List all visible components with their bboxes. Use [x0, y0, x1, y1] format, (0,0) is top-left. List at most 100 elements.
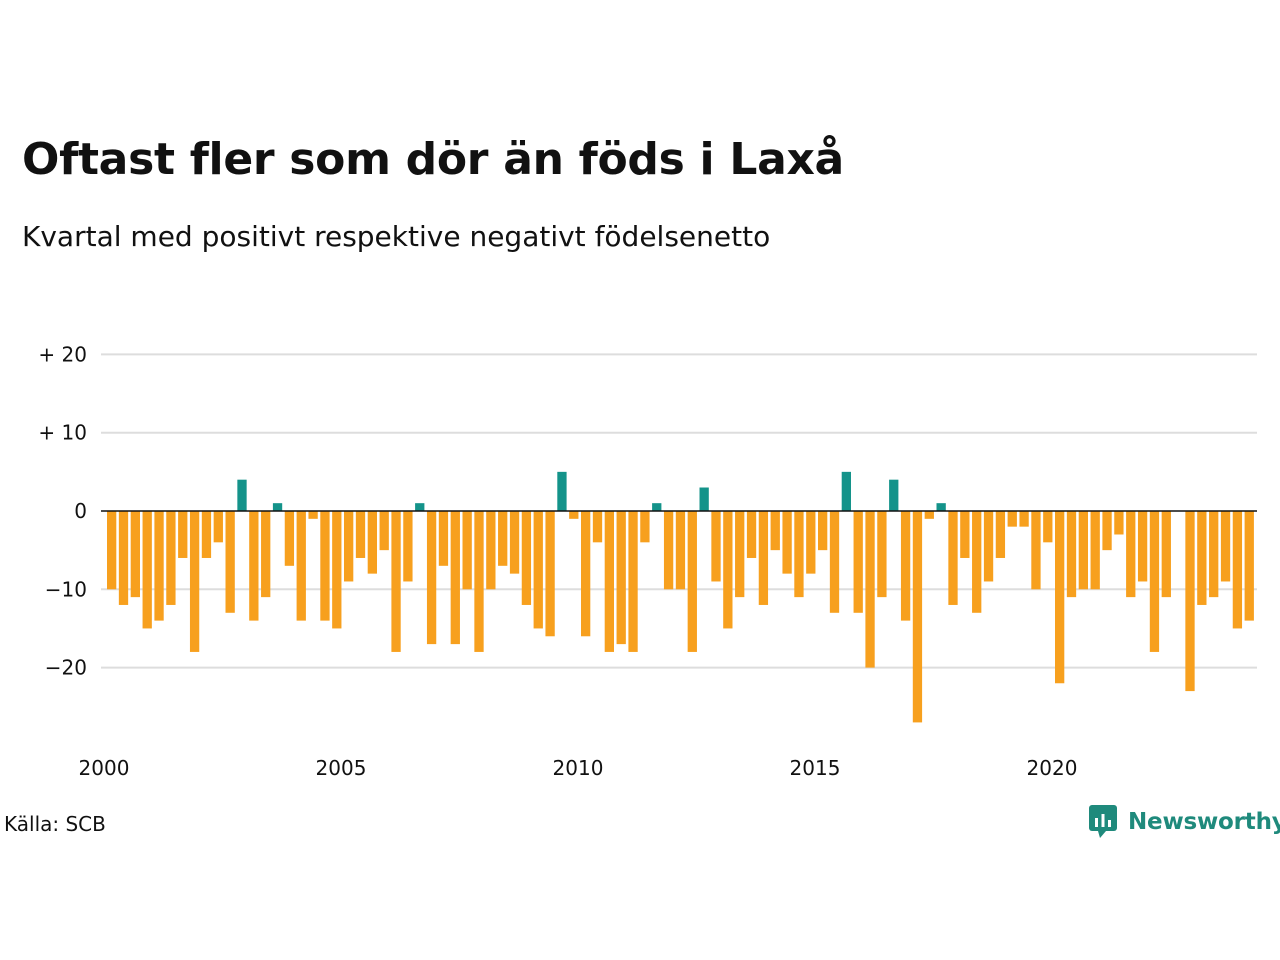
- bar-negative: [403, 511, 413, 582]
- bar-negative: [1197, 511, 1207, 605]
- bar-negative: [581, 511, 591, 637]
- bar-negative: [960, 511, 970, 558]
- x-tick-label: 2005: [316, 756, 367, 780]
- bar-negative: [877, 511, 887, 598]
- bar-negative: [107, 511, 117, 590]
- bar-negative: [687, 511, 697, 652]
- bar-negative: [735, 511, 745, 598]
- bar-negative: [1149, 511, 1160, 652]
- bar-negative: [663, 511, 674, 590]
- bar-negative: [616, 511, 626, 645]
- bar-negative: [912, 511, 923, 723]
- bar-negative: [320, 511, 330, 621]
- bar-negative: [592, 511, 603, 543]
- bar-negative: [1209, 511, 1219, 598]
- bar-negative: [1232, 511, 1243, 629]
- x-tick-label: 2020: [1027, 756, 1078, 780]
- bar-negative: [794, 511, 804, 598]
- bar-positive: [889, 479, 899, 511]
- bar-negative: [154, 511, 164, 621]
- bar-negative: [1137, 511, 1148, 582]
- bar-negative: [438, 511, 449, 566]
- bar-negative: [806, 511, 816, 574]
- chart-subtitle: Kvartal med positivt respektive negativt…: [22, 220, 771, 253]
- bar-negative: [533, 511, 543, 629]
- bar-negative: [261, 511, 271, 598]
- bar-negative: [865, 511, 875, 668]
- bar-negative: [379, 511, 389, 551]
- bar-negative: [450, 511, 460, 645]
- y-tick-label: −10: [45, 577, 87, 601]
- bar-positive: [272, 503, 283, 511]
- bar-negative: [782, 511, 792, 574]
- bar-negative: [604, 511, 614, 652]
- bar-negative: [367, 511, 377, 574]
- bar-negative: [486, 511, 496, 590]
- bar-negative: [474, 511, 484, 652]
- bar-positive: [557, 471, 567, 511]
- bar-positive: [237, 479, 247, 511]
- bar-negative: [1185, 511, 1195, 692]
- source-note: Källa: SCB: [4, 812, 106, 836]
- bar-negative: [829, 511, 840, 613]
- bar-negative: [166, 511, 176, 605]
- bar-negative: [296, 511, 306, 621]
- bar-negative: [640, 511, 650, 543]
- bar-negative: [1031, 511, 1041, 590]
- y-tick-label: + 10: [38, 421, 87, 445]
- bar-negative: [355, 511, 366, 558]
- bar-negative: [1078, 511, 1088, 590]
- bar-negative: [1126, 511, 1136, 598]
- bar-negative: [1244, 511, 1254, 621]
- bar-negative: [853, 511, 863, 613]
- bar-negative: [983, 511, 994, 582]
- bar-negative: [818, 511, 828, 551]
- x-tick-label: 2000: [79, 756, 130, 780]
- bar-negative: [142, 511, 152, 629]
- bar-negative: [225, 511, 235, 613]
- bar-negative: [723, 511, 733, 629]
- bar-negative: [332, 511, 342, 629]
- chart-title: Oftast fler som dör än föds i Laxå: [22, 134, 844, 185]
- y-axis-ticks: + 20 + 10 0 −10 −20: [38, 342, 87, 679]
- bar-chart: + 20 + 10 0 −10 −20 2000 2005 2010 2015 2020: [38, 342, 1257, 780]
- brand-logo: Newsworthy: [1088, 804, 1280, 840]
- bar-negative: [569, 511, 579, 519]
- bar-negative: [178, 511, 188, 558]
- bar-negative: [213, 511, 223, 543]
- bar-negative: [462, 511, 472, 590]
- newsworthy-logo-icon: [1089, 805, 1117, 838]
- bar-negative: [924, 511, 934, 519]
- bar-negative: [1102, 511, 1112, 551]
- y-tick-label: + 20: [38, 342, 87, 366]
- bar-negative: [1043, 511, 1053, 543]
- bar-negative: [521, 511, 532, 605]
- bar-negative: [545, 511, 555, 637]
- bar-negative: [900, 511, 911, 621]
- bar-negative: [1007, 511, 1017, 527]
- y-tick-label: 0: [74, 499, 87, 523]
- bar-negative: [308, 511, 318, 519]
- bar-negative: [1161, 511, 1171, 598]
- bar-positive: [699, 487, 709, 511]
- bar-negative: [344, 511, 354, 582]
- bar-negative: [1055, 511, 1065, 684]
- bar-negative: [201, 511, 212, 558]
- bar-positive: [936, 503, 946, 511]
- bar-negative: [118, 511, 129, 605]
- bar-negative: [746, 511, 757, 558]
- bar-negative: [249, 511, 259, 621]
- bar-negative: [628, 511, 638, 652]
- bar-negative: [1220, 511, 1231, 582]
- bar-negative: [284, 511, 295, 566]
- bar-negative: [675, 511, 686, 590]
- bar-negative: [711, 511, 721, 582]
- bar-negative: [1066, 511, 1077, 598]
- bar-negative: [426, 511, 437, 645]
- bars: [107, 471, 1254, 723]
- x-axis-ticks: 2000 2005 2010 2015 2020: [79, 756, 1078, 780]
- bar-negative: [948, 511, 958, 605]
- bar-negative: [972, 511, 982, 613]
- bar-positive: [652, 503, 662, 511]
- bar-negative: [189, 511, 200, 652]
